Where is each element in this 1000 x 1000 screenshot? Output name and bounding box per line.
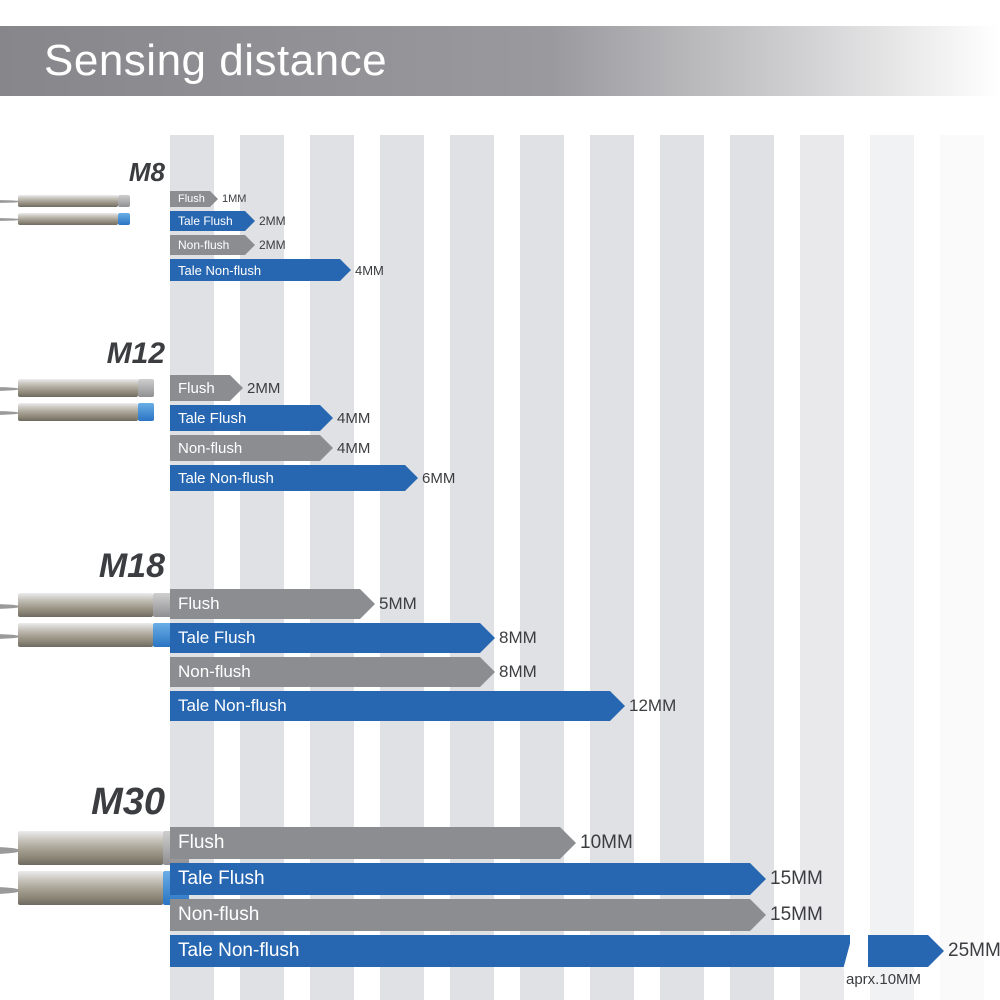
bar-label: Tale Non-flush xyxy=(178,470,274,487)
bar-value: 25MM xyxy=(948,935,1000,967)
bar-label: Non-flush xyxy=(178,662,251,682)
group-title: M18 xyxy=(0,547,165,586)
bar-value: 10MM xyxy=(580,827,633,859)
bar-value: 2MM xyxy=(259,211,286,231)
group-title: M8 xyxy=(0,157,165,188)
bar-label: Tale Non-flush xyxy=(178,263,261,278)
bar-value: 4MM xyxy=(337,435,370,461)
bar-label: Tale Non-flush xyxy=(178,696,287,716)
bar-label: Non-flush xyxy=(178,440,242,457)
bar-value: 15MM xyxy=(770,863,823,895)
bar-label: Tale Flush xyxy=(178,868,265,890)
bar-value: 12MM xyxy=(629,691,676,721)
bar-value: 5MM xyxy=(379,589,417,619)
title-banner: Sensing distance xyxy=(0,26,1000,96)
bar-label: Non-flush xyxy=(178,904,259,926)
bar-value: 8MM xyxy=(499,623,537,653)
bar-value: 4MM xyxy=(337,405,370,431)
break-note: aprx.10MM xyxy=(846,971,921,988)
bar-value: 2MM xyxy=(247,375,280,401)
bar-label: Flush xyxy=(178,594,220,614)
bar-value: 6MM xyxy=(422,465,455,491)
bar-value: 15MM xyxy=(770,899,823,931)
chart-area: M8Flush1MMTale Flush2MMNon-flush2MMTale … xyxy=(0,135,1000,1000)
bar-label: Non-flush xyxy=(178,238,229,252)
bar-value: 8MM xyxy=(499,657,537,687)
bar-value: 1MM xyxy=(222,191,246,207)
bar-value: 4MM xyxy=(355,259,384,281)
bar-label: Tale Flush xyxy=(178,214,233,228)
bar-label: Tale Flush xyxy=(178,410,246,427)
bar-label: Flush xyxy=(178,380,215,397)
group-title: M12 xyxy=(0,337,165,371)
page-title: Sensing distance xyxy=(44,26,387,96)
group-title: M30 xyxy=(0,781,165,824)
bar-value: 2MM xyxy=(259,235,286,255)
bar-label: Tale Non-flush xyxy=(178,940,299,962)
bar-label: Tale Flush xyxy=(178,628,255,648)
bar-label: Flush xyxy=(178,832,224,854)
bar-label: Flush xyxy=(178,193,205,205)
